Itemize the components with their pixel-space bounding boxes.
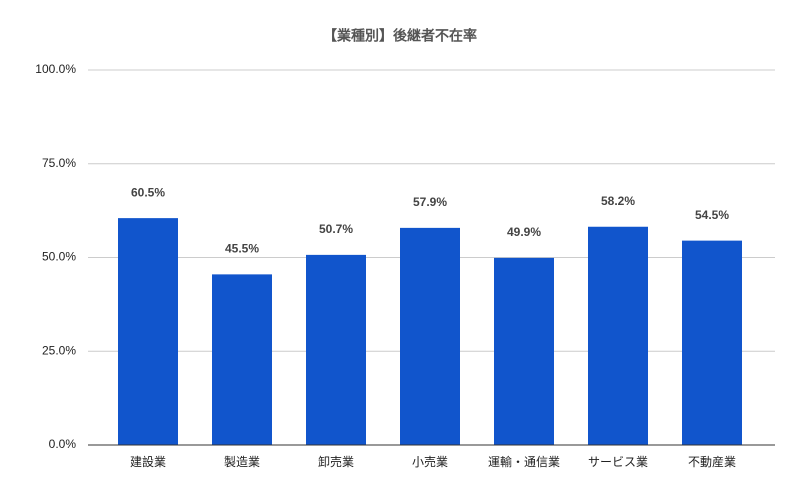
x-tick-label: サービス業 (588, 455, 648, 469)
bar (494, 257, 554, 445)
value-label: 58.2% (601, 194, 635, 208)
bar (306, 254, 366, 445)
x-tick-label: 建設業 (130, 454, 166, 469)
y-tick-label: 100.0% (35, 62, 76, 76)
bar (682, 240, 742, 445)
x-tick-label: 卸売業 (318, 454, 354, 469)
y-tick-label: 75.0% (42, 156, 76, 170)
x-tick-label: 製造業 (224, 455, 260, 469)
chart-title: 【業種別】後継者不在率 (323, 28, 477, 44)
value-label: 50.7% (319, 222, 353, 236)
y-tick-label: 25.0% (42, 343, 76, 357)
bar (588, 226, 648, 445)
bar (118, 218, 178, 445)
y-tick-label: 50.0% (42, 250, 76, 264)
x-tick-label: 小売業 (412, 454, 448, 469)
y-tick-label: 0.0% (49, 437, 77, 451)
x-tick-label: 不動産業 (688, 454, 736, 469)
value-label: 57.9% (413, 195, 447, 209)
bar (400, 227, 460, 445)
value-label: 60.5% (131, 185, 165, 199)
value-label: 54.5% (695, 208, 729, 222)
bar (212, 274, 272, 445)
value-label: 49.9% (507, 225, 541, 239)
x-tick-label: 運輸・通信業 (488, 454, 560, 469)
value-label: 45.5% (225, 242, 259, 256)
